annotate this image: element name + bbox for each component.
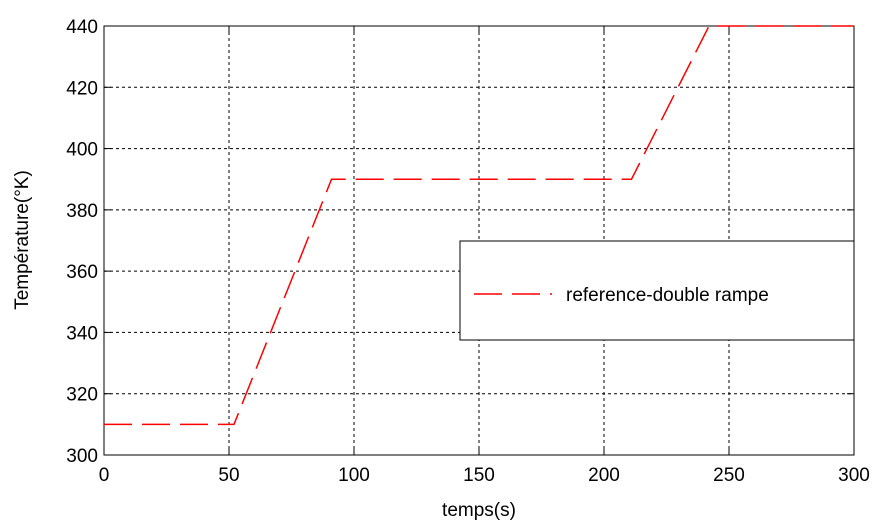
y-axis-ticks: 300 320 340 360 380 400 420 440 bbox=[66, 17, 854, 467]
x-tick-label: 250 bbox=[713, 465, 745, 486]
x-tick-label: 50 bbox=[218, 465, 239, 486]
y-tick-label: 300 bbox=[66, 446, 98, 467]
series-line bbox=[104, 25, 854, 426]
x-tick-label: 300 bbox=[838, 465, 870, 486]
x-tick-label: 100 bbox=[338, 465, 370, 486]
x-tick-label: 0 bbox=[99, 465, 110, 486]
x-axis-title: temps(s) bbox=[442, 500, 516, 521]
x-tick-label: 150 bbox=[463, 465, 495, 486]
legend-box bbox=[459, 240, 855, 341]
legend-label: reference-double rampe bbox=[566, 285, 769, 306]
series-group bbox=[104, 25, 854, 426]
y-axis-title: Température(°K) bbox=[12, 170, 33, 310]
y-tick-label: 400 bbox=[66, 140, 98, 161]
y-tick-label: 440 bbox=[66, 17, 98, 38]
legend: reference-double rampe bbox=[459, 240, 855, 341]
y-tick-label: 320 bbox=[66, 385, 98, 406]
y-tick-label: 420 bbox=[66, 78, 98, 99]
y-tick-label: 360 bbox=[66, 262, 98, 283]
x-axis-ticks: 0 50 100 150 200 250 300 bbox=[99, 26, 870, 486]
x-tick-label: 200 bbox=[588, 465, 620, 486]
y-tick-label: 340 bbox=[66, 323, 98, 344]
y-tick-label: 380 bbox=[66, 201, 98, 222]
